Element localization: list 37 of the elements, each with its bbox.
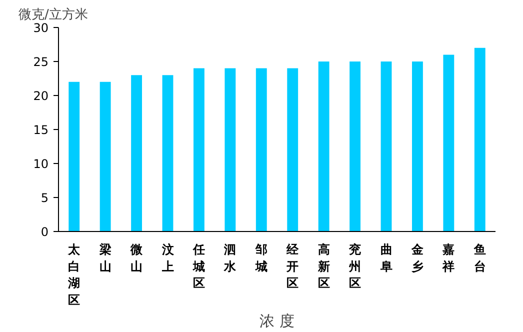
x-axis-title: 浓 度	[260, 312, 294, 330]
x-tick-label: 鱼台	[472, 242, 486, 274]
x-tick-label: 微山	[130, 242, 144, 274]
y-tick-label: 15	[33, 123, 49, 137]
bar	[68, 82, 80, 232]
bar	[194, 68, 204, 232]
bar	[350, 62, 360, 232]
y-tick-label: 20	[33, 89, 49, 103]
x-tick-label: 太白湖区	[67, 242, 82, 307]
x-tick-label: 任城区	[192, 242, 205, 290]
bar	[131, 75, 142, 232]
bar	[412, 62, 423, 232]
x-tick-label: 高新区	[316, 242, 330, 290]
x-tick-label: 兖州区	[348, 242, 362, 290]
bar	[256, 68, 267, 232]
y-tick-label: 30	[33, 21, 49, 35]
bar	[380, 62, 392, 232]
bar	[100, 82, 111, 232]
y-tick-label: 0	[40, 225, 49, 239]
x-tick-label: 金乡	[410, 242, 424, 274]
x-tick-label: 曲阜	[379, 242, 392, 274]
bar	[474, 48, 486, 232]
bar	[287, 68, 298, 232]
x-tick-label: 经开区	[286, 242, 300, 290]
x-tick-label: 梁山	[98, 242, 112, 274]
x-tick-label: 邹城	[254, 242, 268, 274]
bar	[443, 54, 454, 232]
y-axis-title: 微克/立方米	[18, 6, 88, 22]
x-tick-label: 嘉祥	[442, 242, 455, 274]
y-tick-label: 5	[40, 191, 49, 205]
x-tick-label: 汶上	[160, 242, 175, 274]
x-tick-label: 泗水	[223, 242, 238, 274]
bar	[162, 75, 174, 232]
bar	[318, 62, 330, 232]
y-tick-label: 25	[33, 55, 49, 69]
y-tick-label: 10	[33, 157, 49, 171]
bar	[224, 68, 236, 232]
